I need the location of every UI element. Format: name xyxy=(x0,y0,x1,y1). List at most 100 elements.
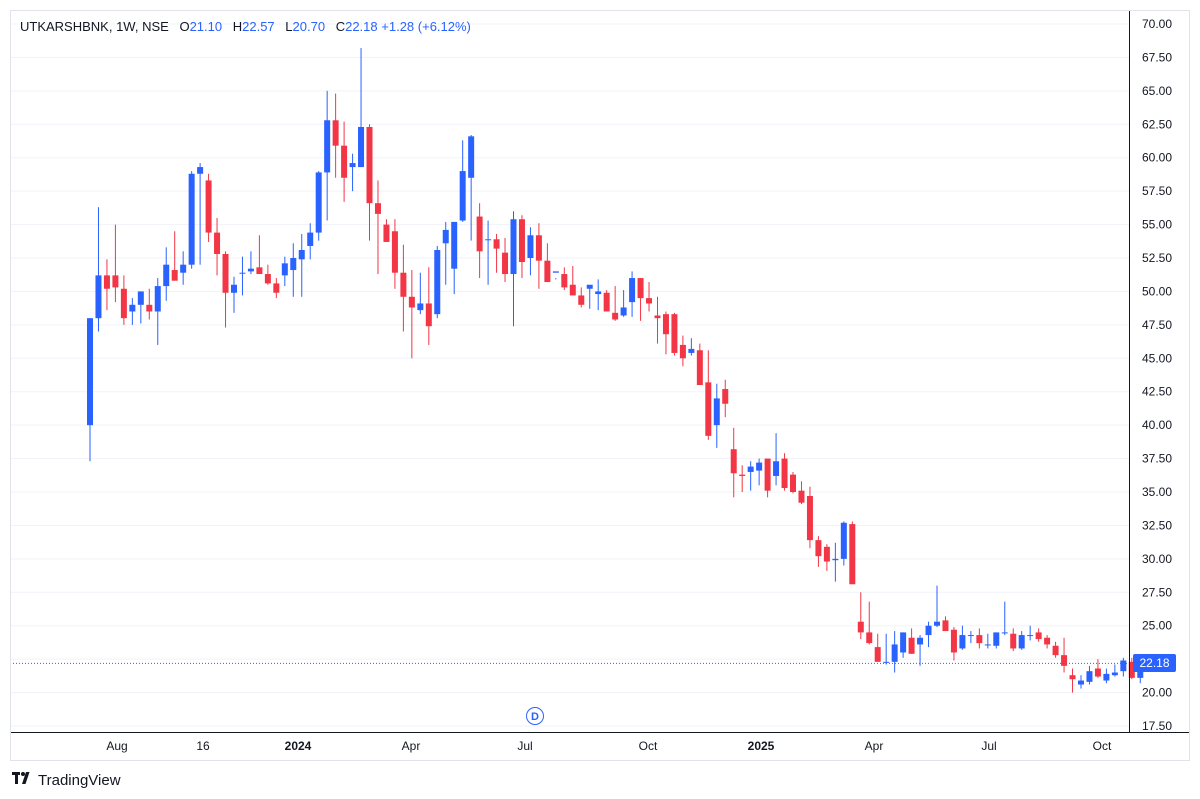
candle xyxy=(349,153,356,192)
candle-body xyxy=(781,458,788,488)
candle xyxy=(1120,657,1127,677)
candle xyxy=(341,121,348,202)
candle xyxy=(696,343,703,386)
candle xyxy=(95,207,102,332)
price-tick-label: 70.00 xyxy=(1142,17,1172,31)
symbol-name[interactable]: UTKARSHBNK, 1W, NSE xyxy=(20,19,169,34)
candle xyxy=(1052,641,1059,658)
candle xyxy=(1010,628,1017,652)
candle xyxy=(586,284,593,309)
branding-footer[interactable]: TradingView xyxy=(12,770,121,790)
candle xyxy=(264,264,271,285)
tradingview-logo-icon xyxy=(12,771,34,789)
candle xyxy=(798,481,805,505)
candle-body xyxy=(603,292,610,312)
candle-body xyxy=(112,275,119,288)
candle xyxy=(984,633,991,649)
candle-body xyxy=(730,449,737,474)
time-tick-label: Jul xyxy=(517,739,532,753)
candle-body xyxy=(713,398,720,426)
candle xyxy=(154,278,161,345)
dividend-event-marker[interactable]: D xyxy=(526,707,544,725)
candle xyxy=(510,211,517,327)
price-tick-label: 32.50 xyxy=(1142,518,1172,532)
price-tick-label: 55.00 xyxy=(1142,218,1172,232)
candle-body xyxy=(595,291,602,295)
candle xyxy=(239,256,246,296)
candle xyxy=(646,282,653,312)
candle-body xyxy=(239,272,246,274)
time-tick-label: Oct xyxy=(1093,739,1112,753)
candle xyxy=(434,245,441,319)
candle-body xyxy=(307,232,314,246)
candle xyxy=(468,134,475,241)
candle-body xyxy=(1069,675,1076,680)
candle xyxy=(112,224,119,303)
candle xyxy=(552,271,559,280)
candle-body xyxy=(552,271,559,273)
candle-body xyxy=(95,275,102,319)
candle-body xyxy=(815,540,822,557)
time-axis[interactable]: Aug 16 2024 Apr Jul Oct 2025 Apr Jul Oct xyxy=(106,739,1112,753)
candle-body xyxy=(561,274,568,288)
candle-body xyxy=(315,172,322,233)
candle-body xyxy=(205,180,212,233)
candle-body xyxy=(1120,660,1127,672)
candle-body xyxy=(171,270,178,281)
price-tick-label: 42.50 xyxy=(1142,385,1172,399)
candle-body xyxy=(383,224,390,242)
price-axis[interactable]: 17.5020.0022.5025.0027.5030.0032.5035.00… xyxy=(1142,17,1172,733)
low-value: 20.70 xyxy=(292,19,326,34)
candle xyxy=(171,231,178,281)
candle-body xyxy=(942,620,949,632)
candle-body xyxy=(671,314,678,353)
candle-body xyxy=(298,249,305,260)
candle-body xyxy=(485,239,492,241)
candle xyxy=(603,290,610,312)
candle-body xyxy=(984,644,991,646)
candle-body xyxy=(993,632,1000,646)
candle-body xyxy=(688,348,695,353)
candle-body xyxy=(747,466,754,472)
candle xyxy=(747,461,754,491)
candle-body xyxy=(527,235,534,258)
candle xyxy=(518,215,525,279)
candle-body xyxy=(544,260,551,283)
time-tick-label: Apr xyxy=(402,739,421,753)
candle xyxy=(917,635,924,666)
price-tick-label: 45.00 xyxy=(1142,351,1172,365)
candle xyxy=(781,453,788,491)
candle-body xyxy=(146,304,153,312)
candle-body xyxy=(832,558,839,561)
candle-body xyxy=(798,490,805,503)
candle-body xyxy=(773,461,780,476)
candle xyxy=(324,90,331,221)
candle xyxy=(1086,665,1093,685)
candle xyxy=(222,251,229,328)
candle-body xyxy=(518,219,525,263)
close-value: 22.18 xyxy=(345,19,378,34)
candle xyxy=(925,621,932,648)
candle xyxy=(806,486,813,549)
candle xyxy=(544,243,551,283)
candle xyxy=(790,471,797,494)
time-tick-label: 2024 xyxy=(285,739,312,753)
time-tick-label: Aug xyxy=(106,739,127,753)
price-tick-label: 52.50 xyxy=(1142,251,1172,265)
candle xyxy=(756,458,763,486)
candle-body xyxy=(950,629,957,653)
candle-body xyxy=(180,264,187,273)
price-tick-label: 37.50 xyxy=(1142,452,1172,466)
candle xyxy=(417,272,424,315)
candle-body xyxy=(1061,655,1068,666)
candle xyxy=(1128,657,1135,680)
candle-body xyxy=(417,303,424,311)
candle xyxy=(942,616,949,632)
grid xyxy=(10,23,1129,727)
candle-body xyxy=(324,120,331,173)
candle-body xyxy=(662,314,669,335)
candle-body xyxy=(442,229,449,244)
candle xyxy=(637,278,644,321)
